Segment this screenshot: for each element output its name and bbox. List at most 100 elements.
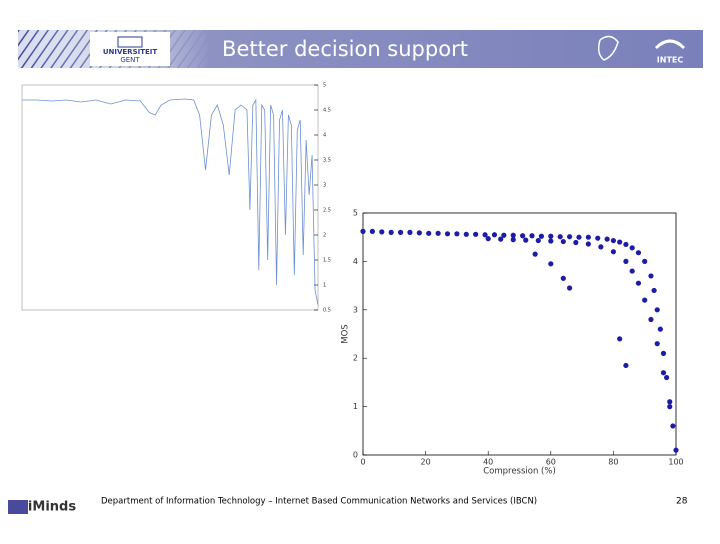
scatter-point	[416, 230, 422, 236]
scatter-point	[595, 235, 601, 241]
y-tick-label: 1	[323, 283, 326, 289]
scatter-point	[598, 244, 604, 250]
x-tick-label: 80	[608, 458, 618, 467]
scatter-point	[485, 236, 491, 242]
x-tick-label: 100	[668, 458, 683, 467]
scatter-point	[535, 237, 541, 244]
intec-logo: INTEC	[657, 56, 684, 65]
scatter-point	[388, 229, 394, 235]
x-tick-label: 0	[360, 458, 365, 467]
scatter-point	[557, 234, 563, 240]
slide-title: Better decision support	[222, 37, 468, 61]
y-tick-label: 4	[353, 257, 358, 266]
scatter-point	[623, 362, 629, 369]
x-tick-label: 20	[421, 458, 431, 467]
scatter-point	[573, 239, 579, 246]
y-tick-label: 5	[353, 209, 358, 218]
scatter-point	[510, 232, 516, 238]
scatter-point	[660, 350, 667, 356]
scatter-point	[538, 233, 545, 239]
y-tick-label: 4	[323, 133, 326, 139]
scatter-point	[379, 229, 385, 235]
scatter-point	[654, 341, 660, 347]
scatter-point	[610, 249, 617, 255]
scatter-point	[635, 280, 642, 286]
scatter-point	[623, 258, 629, 264]
scatter-point	[664, 374, 670, 381]
scatter-point	[548, 261, 554, 267]
scatter-point	[648, 273, 654, 279]
scatter-point	[426, 230, 432, 236]
scatter-point	[642, 297, 648, 303]
scatter-point	[642, 258, 648, 264]
scatter-point	[523, 237, 529, 243]
scatter-point	[560, 238, 566, 245]
ugent-logo: UNIVERSITEIT	[103, 48, 158, 56]
footer-text: Department of Information Technology – I…	[101, 497, 537, 507]
ugent-logo-bg	[90, 32, 170, 66]
scatter-point	[657, 326, 663, 332]
y-tick-label: 2	[323, 233, 326, 239]
scatter-point	[617, 239, 623, 245]
scatter-point	[651, 287, 657, 294]
y-tick-label: 3	[353, 305, 358, 314]
scatter-point	[667, 399, 673, 405]
scatter-point	[532, 251, 538, 257]
scatter-point	[482, 232, 488, 238]
ugent-logo: GENT	[120, 56, 140, 64]
scatter-point	[629, 268, 635, 274]
scatter-point	[520, 233, 526, 239]
line-plot-frame	[21, 84, 319, 311]
scatter-point	[617, 336, 623, 342]
scatter-point	[667, 404, 673, 410]
scatter-point	[529, 233, 535, 239]
scatter-plot-frame	[362, 212, 677, 456]
y-tick-label: 4.5	[323, 108, 331, 114]
y-tick-label: 2	[353, 354, 358, 363]
scatter-point	[566, 285, 573, 291]
scatter-point	[610, 237, 617, 244]
scatter-point	[629, 245, 635, 251]
scatter-point	[576, 234, 582, 240]
x-tick-label: 40	[483, 458, 493, 467]
scatter-point	[585, 241, 591, 247]
scatter-point	[407, 229, 413, 235]
scatter-point	[397, 229, 404, 235]
y-tick-label: 0	[353, 451, 358, 460]
iminds-icon	[8, 500, 28, 514]
scatter-point	[673, 447, 679, 453]
ugent-icon	[117, 36, 143, 48]
scatter-point	[585, 234, 591, 240]
data-line	[22, 98, 319, 306]
y-tick-label: 1.5	[323, 258, 331, 264]
y-tick-label: 3	[323, 183, 326, 189]
scatter-point	[670, 423, 676, 429]
scatter-point	[491, 232, 498, 238]
intec-icon	[654, 39, 686, 50]
scatter-point	[623, 241, 629, 248]
y-tick-label: 5	[323, 83, 326, 89]
x-axis-label: Compression (%)	[483, 467, 556, 477]
iminds-logo: iMinds	[28, 500, 76, 515]
y-tick-label: 2.5	[323, 208, 331, 214]
scatter-point	[454, 231, 460, 237]
faculty-icon	[597, 35, 619, 61]
scatter-point	[566, 234, 573, 240]
scatter-point	[648, 316, 654, 323]
page-number: 28	[676, 497, 688, 507]
scatter-point	[444, 231, 451, 237]
scatter-point	[548, 233, 554, 239]
scatter-point	[473, 231, 479, 237]
y-tick-label: 1	[353, 402, 358, 411]
scatter-point	[498, 236, 504, 242]
scatter-point	[510, 237, 516, 243]
y-tick-label: 0.5	[323, 308, 331, 314]
scatter-point	[604, 236, 610, 242]
scatter-point	[548, 238, 554, 244]
scatter-point	[635, 250, 642, 256]
scatter-point	[660, 370, 667, 376]
scatter-point	[463, 231, 469, 237]
x-tick-label: 60	[546, 458, 556, 467]
y-axis-label: MOS	[341, 324, 351, 343]
